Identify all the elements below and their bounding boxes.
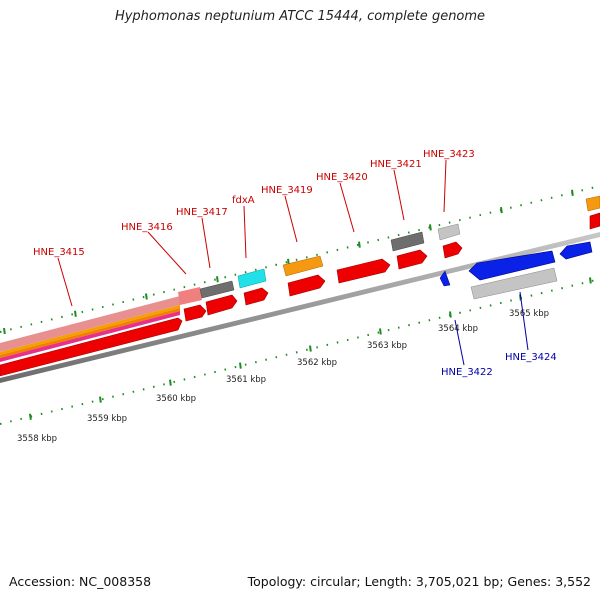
- gene-hne-3420-arrow: [336, 258, 391, 284]
- gene-hne-3417-arrow: [205, 294, 238, 316]
- gene-label[interactable]: fdxA: [232, 195, 255, 206]
- forward-genes: [0, 212, 600, 377]
- scale-label: 3559 kbp: [87, 414, 127, 424]
- outer-tick-ring: [0, 185, 600, 333]
- gene-right-edge-arrow: [589, 212, 600, 230]
- map-title: Hyphomonas neptunium ATCC 15444, complet…: [114, 9, 486, 24]
- major-tick: [239, 362, 242, 369]
- major-tick: [449, 311, 452, 318]
- gene-hne-3422-arrow: [439, 270, 451, 287]
- forward-leader-lines: [57, 159, 447, 307]
- scale-label: 3565 kbp: [509, 309, 549, 319]
- scale-label: 3562 kbp: [297, 358, 337, 368]
- gene-hne-3419-arrow: [287, 274, 326, 297]
- scale-labels: 3558 kbp 3559 kbp 3560 kbp 3561 kbp 3562…: [17, 309, 549, 444]
- scale-label: 3564 kbp: [438, 324, 478, 334]
- gene-label[interactable]: HNE_3421: [370, 159, 422, 170]
- gene-hne-3415-arrow: [0, 317, 183, 377]
- gene-hne-3424-arrow: [468, 250, 556, 281]
- reverse-genes: [439, 241, 593, 300]
- major-tick: [500, 206, 503, 214]
- major-tick: [358, 241, 361, 248]
- major-tick: [379, 328, 382, 335]
- major-tick: [216, 276, 219, 283]
- feature-band-hne-3415: [0, 287, 202, 362]
- major-tick: [429, 224, 432, 231]
- topology-summary: Topology: circular; Length: 3,705,021 bp…: [247, 574, 591, 589]
- reverse-leader-lines: [454, 291, 529, 366]
- major-tick: [145, 293, 148, 300]
- gene-label[interactable]: HNE_3424: [505, 352, 557, 363]
- gene-hne-3421-arrow: [396, 249, 428, 270]
- gene-label[interactable]: HNE_3422: [441, 367, 493, 378]
- scale-label: 3560 kbp: [156, 394, 196, 404]
- major-tick: [99, 396, 102, 403]
- gene-hne-3416-arrow: [183, 304, 207, 322]
- major-tick: [309, 345, 312, 352]
- major-tick: [29, 413, 32, 420]
- feature-boxes: [199, 195, 600, 299]
- gene-right-reverse-arrow: [559, 241, 593, 260]
- gene-fdxa-arrow: [243, 287, 269, 306]
- gene-label[interactable]: HNE_3420: [316, 172, 368, 183]
- gene-label[interactable]: HNE_3416: [121, 222, 173, 233]
- major-tick: [169, 379, 172, 386]
- gene-labels: HNE_3415 HNE_3416 HNE_3417 fdxA HNE_3419…: [33, 149, 557, 378]
- major-tick: [571, 189, 574, 196]
- gene-label[interactable]: HNE_3415: [33, 247, 85, 258]
- major-ticks: [3, 189, 592, 420]
- scale-label: 3558 kbp: [17, 434, 57, 444]
- major-tick: [3, 327, 6, 335]
- scale-label: 3563 kbp: [367, 341, 407, 351]
- gene-label[interactable]: HNE_3423: [423, 149, 475, 160]
- scale-label: 3561 kbp: [226, 375, 266, 385]
- gene-label[interactable]: HNE_3419: [261, 185, 313, 196]
- major-tick: [589, 277, 592, 284]
- accession-text: Accession: NC_008358: [9, 574, 152, 589]
- gene-label[interactable]: HNE_3417: [176, 207, 228, 218]
- major-tick: [74, 310, 77, 317]
- sequence-backbone: [0, 232, 600, 383]
- gene-hne-3423-arrow: [442, 241, 463, 259]
